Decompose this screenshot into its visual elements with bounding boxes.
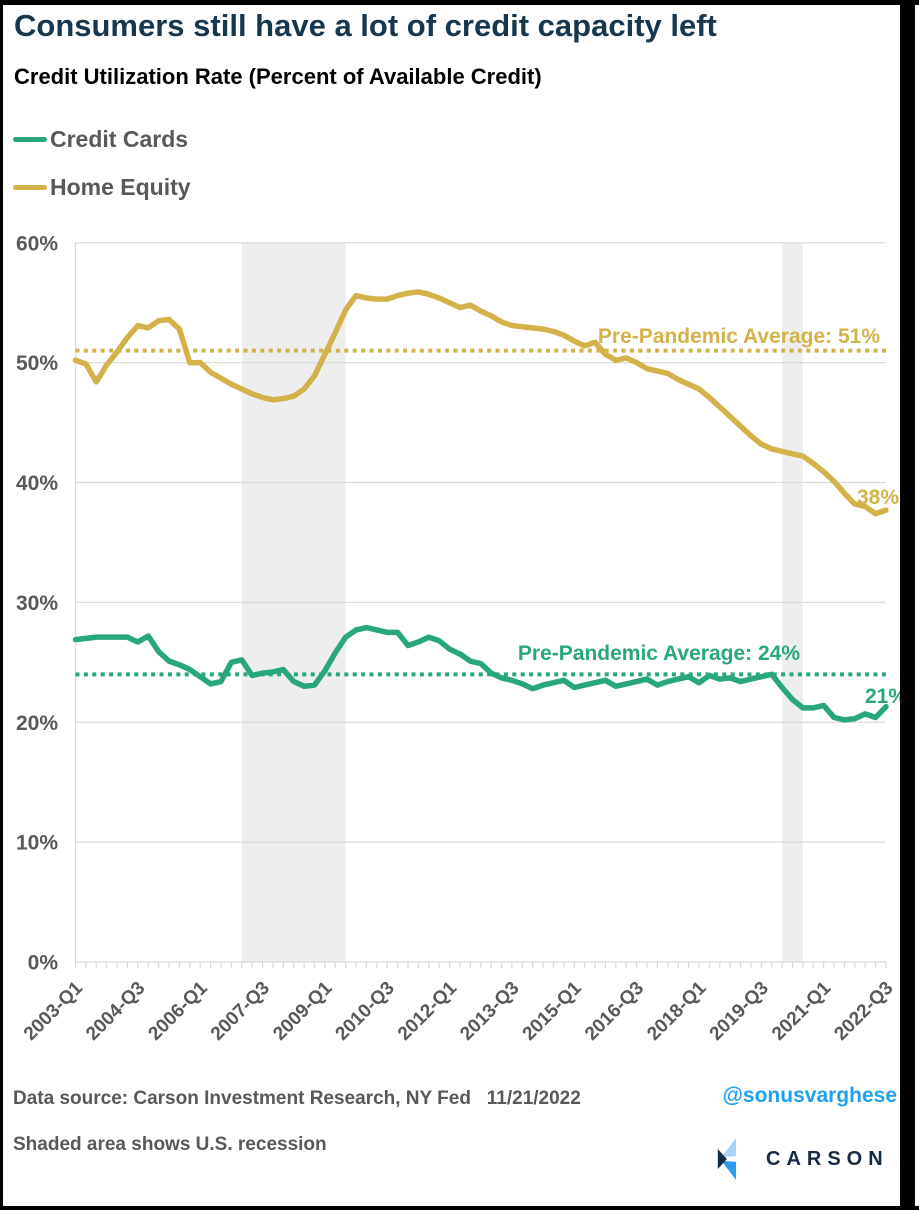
credit-cards-line bbox=[72, 624, 889, 723]
y-axis-label: 10% bbox=[16, 832, 58, 855]
home-equity-line bbox=[72, 289, 889, 517]
logo-blue-triangle bbox=[721, 1160, 736, 1180]
data-source-text: Data source: Carson Investment Research,… bbox=[13, 1088, 581, 1109]
y-axis-label: 20% bbox=[16, 712, 58, 735]
frame-border-top bbox=[0, 0, 919, 5]
x-axis-label: 2010-Q3 bbox=[332, 978, 399, 1045]
logo-navy-triangle bbox=[717, 1149, 727, 1169]
home-equity-swatch bbox=[13, 184, 47, 190]
frame-border-bottom bbox=[0, 1206, 919, 1210]
legend-item-home-equity: Home Equity bbox=[13, 173, 191, 201]
x-axis-label: 2012-Q1 bbox=[394, 977, 461, 1044]
legend-label: Home Equity bbox=[50, 173, 191, 200]
x-axis-label: 2019-Q3 bbox=[706, 978, 773, 1045]
logo-light-triangle bbox=[721, 1138, 736, 1158]
x-axis-label: 2013-Q3 bbox=[456, 978, 523, 1045]
y-axis-label: 60% bbox=[16, 232, 58, 255]
frame-border-left bbox=[0, 0, 3, 1210]
x-axis-label: 2003-Q1 bbox=[20, 977, 87, 1044]
x-axis-label: 2018-Q1 bbox=[643, 977, 710, 1044]
x-axis-label: 2004-Q3 bbox=[82, 978, 149, 1045]
x-axis-label: 2006-Q1 bbox=[145, 977, 212, 1044]
legend-item-credit-cards: Credit Cards bbox=[13, 125, 191, 153]
frame-border-right bbox=[900, 0, 915, 1210]
x-axis-label: 2016-Q3 bbox=[581, 978, 648, 1045]
credit-cards-average-label: Pre-Pandemic Average: 24% bbox=[518, 642, 800, 665]
legend: Credit Cards Home Equity bbox=[13, 125, 191, 221]
x-axis-label: 2009-Q1 bbox=[269, 977, 336, 1044]
legend-label: Credit Cards bbox=[50, 125, 189, 152]
carson-logo-icon bbox=[717, 1138, 736, 1180]
carson-logo-text: CARSON bbox=[766, 1147, 889, 1170]
y-axis-label: 0% bbox=[28, 952, 59, 975]
x-axis-label: 2022-Q3 bbox=[830, 978, 897, 1045]
y-axis-label: 40% bbox=[16, 472, 58, 495]
x-axis-label: 2015-Q1 bbox=[519, 977, 586, 1044]
twitter-handle: @sonusvarghese bbox=[722, 1084, 897, 1107]
page-title: Consumers still have a lot of credit cap… bbox=[14, 8, 717, 43]
y-axis-label: 50% bbox=[16, 352, 58, 375]
y-axis-label: 30% bbox=[16, 592, 58, 615]
recession-note: Shaded area shows U.S. recession bbox=[13, 1134, 327, 1155]
x-axis-label: 2021-Q1 bbox=[768, 977, 835, 1044]
credit-cards-end-label: 21% bbox=[865, 685, 907, 708]
x-axis-label: 2007-Q3 bbox=[207, 978, 274, 1045]
home-equity-end-label: 38% bbox=[857, 486, 899, 509]
chart-subtitle: Credit Utilization Rate (Percent of Avai… bbox=[14, 64, 542, 89]
credit-cards-swatch bbox=[13, 136, 47, 142]
carson-logo: CARSON bbox=[716, 1136, 889, 1182]
home-equity-average-label: Pre-Pandemic Average: 51% bbox=[598, 325, 880, 348]
